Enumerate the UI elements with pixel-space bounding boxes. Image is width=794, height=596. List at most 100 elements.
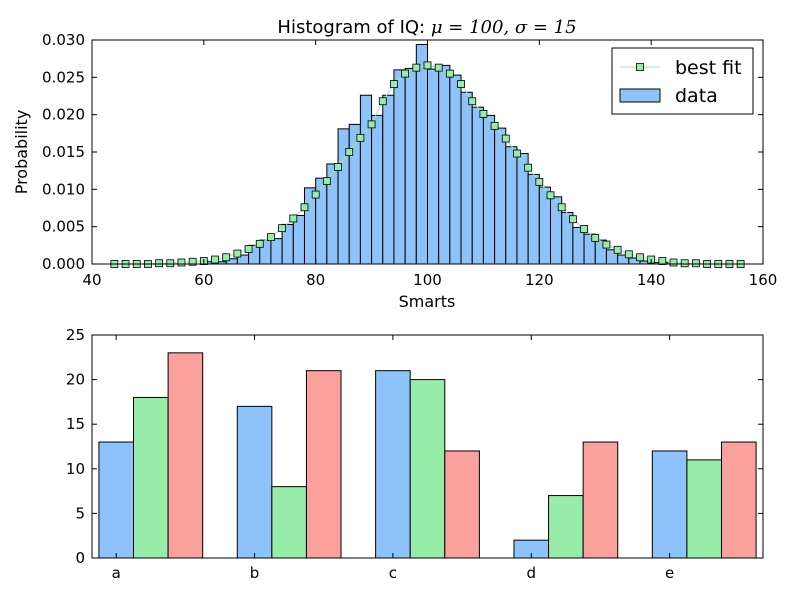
x-tick-label: 120 [525, 271, 554, 289]
grouped-y-ticks: 0 5 10 15 20 25 [66, 326, 763, 567]
best-fit-marker [624, 250, 633, 259]
best-fit-marker [390, 80, 398, 88]
histogram-bar [527, 173, 540, 265]
y-tick-label: 15 [66, 415, 85, 433]
best-fit-marker [367, 120, 376, 129]
best-fit-marker [188, 257, 197, 266]
grouped-bar [720, 441, 757, 559]
legend-data-label: data [675, 85, 718, 107]
histogram-bar [460, 91, 473, 265]
best-fit-marker [267, 233, 275, 242]
y-tick-label: 10 [66, 460, 85, 478]
legend-best-fit-label: best fit [675, 57, 742, 79]
grouped-bar [98, 441, 135, 559]
best-fit-marker [211, 255, 219, 264]
y-tick-label: 0.020 [42, 106, 85, 124]
y-tick-label: 0.005 [42, 218, 85, 236]
best-fit-marker [524, 163, 533, 172]
best-fit-marker [580, 225, 588, 233]
grouped-bar [548, 495, 584, 559]
grouped-bar [305, 370, 342, 559]
grouped-plot-frame [91, 334, 764, 559]
grouped-bar [686, 459, 722, 559]
best-fit-marker [244, 245, 253, 253]
histogram-bar [303, 187, 317, 265]
best-fit-marker [177, 258, 186, 267]
best-fit-marker [546, 191, 555, 200]
best-fit-marker [669, 258, 678, 267]
best-fit-marker [356, 133, 365, 142]
histogram-bar [393, 69, 406, 265]
histogram-bar [438, 64, 451, 265]
best-fit-marker [222, 253, 231, 262]
y-tick-label: 0.025 [42, 68, 85, 86]
x-tick-label: 80 [306, 271, 325, 289]
y-tick-label: 0 [75, 549, 85, 567]
best-fit-marker [658, 257, 667, 265]
grouped-bar [444, 450, 480, 559]
y-tick-label: 25 [66, 326, 85, 344]
best-fit-marker [501, 134, 510, 143]
histogram-bars [203, 43, 669, 265]
histogram-y-ticks: 0.000 0.005 0.010 0.015 0.020 0.025 0.030 [42, 31, 763, 273]
grouped-bar [651, 450, 688, 559]
best-fit-marker [490, 121, 499, 130]
histogram-bar [404, 67, 417, 265]
category-label: a [112, 564, 121, 582]
grouped-bar [236, 405, 273, 559]
legend: best fit data [611, 47, 754, 115]
best-fit-marker [535, 177, 544, 186]
best-fit-marker [289, 214, 298, 223]
best-fit-marker [334, 163, 342, 171]
histogram-bar [270, 238, 283, 265]
best-fit-marker [434, 63, 443, 72]
y-tick-label: 0.000 [42, 255, 85, 273]
best-fit-marker [378, 97, 387, 106]
grouped-bar [582, 441, 619, 559]
grouped-bar [133, 396, 169, 559]
histogram-bar [415, 43, 429, 265]
best-fit-marker [457, 80, 465, 88]
histogram-bar [292, 214, 305, 265]
best-fit-marker [401, 69, 410, 78]
x-tick-label: 160 [749, 271, 778, 289]
category-label: e [665, 564, 674, 582]
best-fit-marker [445, 69, 454, 78]
x-tick-label: 140 [637, 271, 666, 289]
best-fit-marker [613, 245, 622, 254]
best-fit-marker [233, 249, 242, 258]
histogram-bar [505, 146, 518, 265]
best-fit-marker [680, 259, 689, 268]
histogram-bar [371, 114, 384, 265]
best-fit-marker [423, 61, 432, 70]
best-fit-marker [311, 190, 320, 199]
best-fit-marker [479, 110, 488, 118]
histogram-bar [449, 74, 462, 265]
best-fit-marker [412, 63, 421, 72]
category-label: c [389, 564, 397, 582]
histogram-bar [572, 226, 585, 265]
best-fit-marker [636, 253, 644, 262]
legend-data-swatch [619, 88, 661, 103]
best-fit-marker [557, 203, 566, 212]
grouped-bar-chart: a b c d e 0 5 10 15 20 25 [66, 326, 764, 582]
best-fit-marker [300, 203, 309, 212]
best-fit-marker [255, 239, 264, 248]
legend-frame [611, 47, 754, 115]
x-tick-label: 60 [194, 271, 213, 289]
grouped-x-ticks: a b c d e [112, 335, 674, 582]
histogram-bar [482, 114, 496, 265]
y-tick-label: 20 [66, 371, 85, 389]
histogram-chart: Histogram of IQ: μ = 100, σ = 15 40 60 80 1… [12, 17, 777, 311]
histogram-bar [427, 68, 440, 265]
grouped-bar [375, 370, 411, 559]
best-fit-marker [602, 240, 611, 249]
grouped-bar [271, 486, 307, 559]
best-fit-marker [568, 215, 577, 224]
best-fit-marker [322, 177, 331, 186]
histogram-bar [382, 94, 395, 265]
category-label: b [250, 564, 260, 582]
y-tick-label: 0.015 [42, 143, 85, 161]
histogram-bar [471, 106, 484, 265]
